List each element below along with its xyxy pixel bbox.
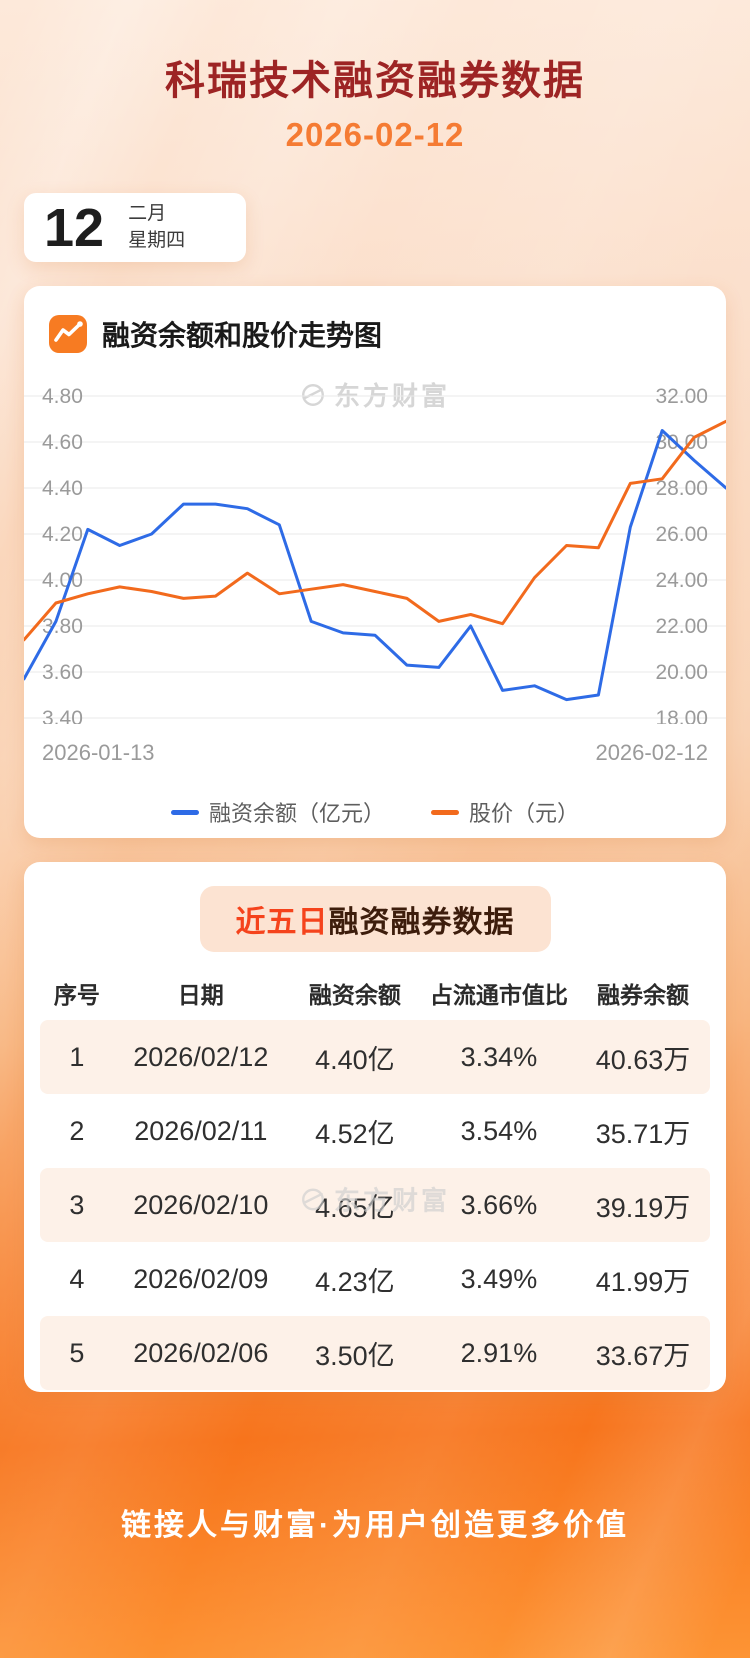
table-cell: 2.91% — [421, 1316, 576, 1390]
date-weekday: 星期四 — [128, 229, 186, 251]
table-card: 近五日融资融券数据 东方财富 序号 日期 融资余额 — [24, 862, 726, 1392]
col-date: 日期 — [177, 982, 224, 1008]
svg-text:4.60: 4.60 — [42, 431, 83, 454]
table-heading-rest: 融资融券数据 — [328, 906, 515, 939]
table-row: 1 2026/02/12 4.40亿 3.34% 40.63万 — [40, 1020, 710, 1094]
svg-text:18.00: 18.00 — [655, 707, 708, 724]
legend-item[interactable]: 融资余额（亿元） — [170, 796, 385, 828]
margin-data-table: 序号 日期 融资余额 占流通市值比 融券余额 1 2026/02/12 4.40亿 3… — [40, 966, 710, 1390]
table-cell: 4.40亿 — [287, 1020, 422, 1094]
table-zone: 东方财富 序号 日期 融资余额 占流通市值比 融券余额 1 2026/02/12 4… — [24, 966, 726, 1390]
svg-text:20.00: 20.00 — [655, 661, 708, 684]
table-cell: 3.49% — [460, 1263, 538, 1294]
table-cell: 3.66% — [421, 1168, 576, 1242]
legend-swatch — [170, 809, 199, 815]
svg-text:24.00: 24.00 — [655, 569, 708, 592]
legend-item[interactable]: 股价（元） — [431, 796, 579, 828]
svg-text:26.00: 26.00 — [655, 523, 708, 546]
table-cell: 3 — [40, 1168, 114, 1242]
col-market-cap-ratio: 占流通市值比 — [429, 982, 568, 1008]
chart-card-header: 融资余额和股价走势图 — [24, 286, 726, 354]
table-row: 4 2026/02/09 4.23亿 3.49% 41.99万 — [40, 1242, 710, 1316]
chart-legend: 融资余额（亿元） 股价（元） — [24, 796, 726, 828]
date-day: 12 — [44, 197, 105, 258]
table-heading-highlight: 近五日 — [235, 906, 329, 939]
col-index: 序号 — [53, 982, 100, 1008]
col-margin-balance: 融资余额 — [308, 982, 401, 1008]
table-cell: 2026/02/11 — [134, 1115, 268, 1146]
table-cell: 2026/02/12 — [113, 1020, 288, 1094]
table-cell: 2026/02/09 — [133, 1263, 269, 1294]
table-cell: 2 — [69, 1115, 85, 1146]
svg-text:3.60: 3.60 — [42, 661, 83, 684]
page-title: 科瑞技术融资融券数据 — [165, 59, 585, 103]
x-axis-start-label: 2026-01-13 — [42, 740, 155, 765]
svg-text:4.40: 4.40 — [42, 477, 83, 500]
svg-text:4.80: 4.80 — [42, 385, 83, 408]
date-card: 12 二月 星期四 — [24, 193, 246, 262]
table-cell: 1 — [40, 1020, 114, 1094]
svg-text:22.00: 22.00 — [655, 615, 708, 638]
page-date: 2026-02-12 — [285, 116, 465, 153]
date-month: 二月 — [128, 202, 167, 224]
x-axis-end-label: 2026-02-12 — [595, 740, 708, 765]
date-meta: 二月 星期四 — [128, 203, 185, 253]
svg-text:3.80: 3.80 — [42, 615, 83, 638]
table-cell: 35.71万 — [595, 1118, 691, 1149]
table-cell: 33.67万 — [575, 1316, 710, 1390]
svg-text:3.40: 3.40 — [42, 707, 83, 724]
table-cell: 39.19万 — [575, 1168, 710, 1242]
trend-line-chart-svg: 4.80 32.004.60 30.004.40 28.004.20 26.004.00… — [24, 385, 726, 724]
table-row: 2 2026/02/11 4.52亿 3.54% 35.71万 — [40, 1094, 710, 1168]
chart-card: 融资余额和股价走势图 东方财富 4.80 32.00 4.60 30.00 4.40 28… — [24, 286, 726, 838]
svg-text:32.00: 32.00 — [655, 385, 708, 408]
legend-label: 融资余额（亿元） — [208, 801, 385, 826]
legend-label: 股价（元） — [469, 801, 580, 826]
table-cell: 3.34% — [421, 1020, 576, 1094]
svg-text:4.00: 4.00 — [42, 569, 83, 592]
table-cell: 4.52亿 — [315, 1118, 395, 1149]
trend-chart: 东方财富 4.80 32.00 4.60 30.00 4.40 28.00 4.20 26.0… — [24, 380, 726, 784]
table-row: 5 2026/02/06 3.50亿 2.91% 33.67万 — [40, 1316, 710, 1390]
svg-text:4.20: 4.20 — [42, 523, 83, 546]
table-cell: 5 — [40, 1316, 114, 1390]
footer-slogan: 链接人与财富·为用户创造更多价值 — [121, 1509, 629, 1542]
chart-heading: 融资余额和股价走势图 — [102, 320, 383, 351]
table-cell: 4 — [69, 1263, 85, 1294]
table-row: 3 2026/02/10 4.65亿 3.66% 39.19万 — [40, 1168, 710, 1242]
table-cell: 3.54% — [460, 1115, 538, 1146]
table-cell: 4.23亿 — [315, 1266, 395, 1297]
table-cell: 40.63万 — [575, 1020, 710, 1094]
table-cell: 2026/02/10 — [113, 1168, 288, 1242]
legend-swatch — [431, 809, 459, 815]
table-cell: 4.65亿 — [287, 1168, 422, 1242]
svg-text:28.00: 28.00 — [655, 477, 708, 500]
table-cell: 2026/02/06 — [113, 1316, 288, 1390]
col-short-balance: 融券余额 — [596, 982, 689, 1008]
table-header-row: 序号 日期 融资余额 占流通市值比 融券余额 — [40, 966, 710, 1020]
table-heading: 近五日融资融券数据 — [199, 886, 551, 952]
table-cell: 3.50亿 — [287, 1316, 422, 1390]
trend-chart-icon — [48, 314, 88, 354]
table-cell: 41.99万 — [595, 1266, 691, 1297]
